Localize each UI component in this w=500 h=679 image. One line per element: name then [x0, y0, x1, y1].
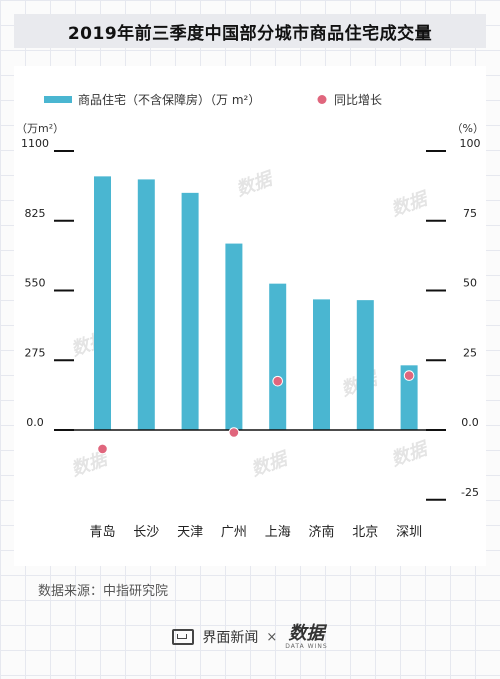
category-label-1: 长沙: [133, 525, 159, 540]
left-tick-label-0: 1100: [21, 137, 49, 150]
right-tick-label-3: 25: [463, 346, 477, 359]
footer: 界面新闻 × 数据 DATA WINS: [0, 622, 500, 652]
left-tick-label-1: 825: [25, 207, 46, 220]
right-tick-label-1: 75: [463, 207, 477, 220]
category-label-5: 济南: [308, 524, 334, 540]
dot-3: [228, 427, 240, 438]
legend-swatch-dots: [317, 95, 327, 104]
datawins-logo-sub: DATA WINS: [285, 642, 328, 650]
bar-4: [269, 283, 287, 430]
category-label-7: 深圳: [396, 525, 422, 540]
brand-logo-icon: [172, 629, 195, 645]
bar-7: [400, 365, 418, 430]
category-label-6: 北京: [352, 525, 378, 540]
category-label-4: 上海: [265, 525, 291, 540]
category-label-0: 青岛: [89, 524, 115, 540]
separator: ×: [266, 629, 278, 645]
watermark-0: 数据: [234, 168, 278, 201]
right-tick-label-2: 50: [463, 277, 477, 290]
left-axis-label: （万m²）: [16, 122, 64, 135]
bar-6: [356, 300, 374, 430]
bar-0: [94, 176, 111, 430]
watermark-5: 数据: [249, 448, 293, 481]
category-label-3: 广州: [221, 525, 247, 540]
left-tick-label-4: 0.0: [26, 416, 44, 429]
bar-1: [137, 179, 155, 430]
bar-3: [225, 243, 243, 430]
left-tick-label-2: 550: [25, 277, 46, 290]
legend-swatch-bars: [44, 96, 72, 103]
left-tick-label-3: 275: [25, 346, 46, 359]
legend-label-bars: 商品住宅（不含保障房）（万 m²）: [78, 92, 260, 107]
right-axis-label: （%）: [452, 122, 484, 135]
right-tick-label-5: -25: [461, 486, 479, 499]
right-tick-label-4: 0.0: [461, 416, 479, 429]
chart-svg: 数据数据数据数据数据数据数据商品住宅（不含保障房）（万 m²）同比增长（万m²）…: [16, 92, 484, 540]
dot-4: [272, 375, 284, 387]
chart-title: 2019年前三季度中国部分城市商品住宅成交量: [67, 23, 433, 44]
brand-name: 界面新闻: [202, 630, 259, 646]
datawins-logo: 数据 DATA WINS: [285, 622, 328, 650]
watermark-6: 数据: [389, 438, 433, 471]
source-text: 数据来源：中指研究院: [38, 584, 169, 599]
bar-2: [181, 192, 199, 430]
dot-7: [403, 370, 415, 381]
dot-0: [97, 443, 108, 455]
right-tick-label-0: 100: [460, 137, 481, 150]
watermark-1: 数据: [389, 188, 433, 221]
datawins-logo-text: 数据: [288, 622, 325, 644]
legend-label-dots: 同比增长: [334, 93, 382, 107]
chart-card: 数据数据数据数据数据数据数据商品住宅（不含保障房）（万 m²）同比增长（万m²）…: [14, 66, 486, 566]
category-label-2: 天津: [177, 525, 203, 540]
title-bar: 2019年前三季度中国部分城市商品住宅成交量: [14, 14, 486, 48]
bar-5: [313, 299, 330, 430]
